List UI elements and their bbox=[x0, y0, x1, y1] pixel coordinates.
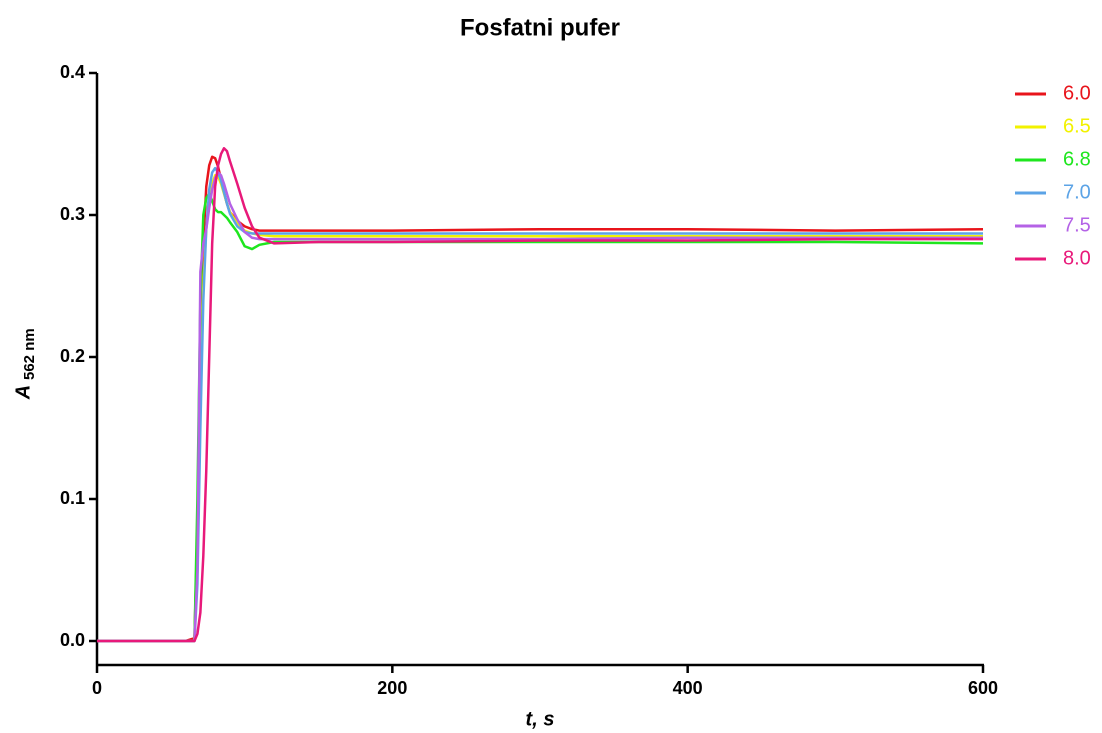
x-tick-label: 600 bbox=[968, 678, 998, 698]
x-tick-label: 400 bbox=[673, 678, 703, 698]
y-tick-label: 0.1 bbox=[60, 488, 85, 508]
y-label-main: A bbox=[12, 385, 34, 400]
y-tick-label: 0.3 bbox=[60, 204, 85, 224]
legend-label: 7.0 bbox=[1063, 181, 1091, 203]
y-axis-label: A 562 nm bbox=[12, 328, 38, 400]
legend-label: 6.0 bbox=[1063, 82, 1091, 104]
legend-label: 7.5 bbox=[1063, 214, 1091, 236]
series-line bbox=[97, 171, 983, 643]
y-tick-label: 0.4 bbox=[60, 62, 85, 82]
y-tick-label: 0.0 bbox=[60, 630, 85, 650]
y-tick-label: 0.2 bbox=[60, 346, 85, 366]
series-line bbox=[97, 166, 983, 643]
series-line bbox=[97, 147, 983, 643]
series-line bbox=[97, 155, 984, 643]
x-axis-label: t, s bbox=[526, 708, 555, 730]
series-line bbox=[97, 173, 983, 643]
y-label-subscript: 562 nm bbox=[21, 328, 38, 380]
legend-label: 8.0 bbox=[1063, 247, 1091, 269]
x-tick-label: 200 bbox=[377, 678, 407, 698]
series-line bbox=[97, 192, 984, 643]
chart-title: Fosfatni pufer bbox=[460, 14, 620, 41]
legend-label: 6.5 bbox=[1063, 115, 1091, 137]
legend-label: 6.8 bbox=[1063, 148, 1091, 170]
x-tick-label: 0 bbox=[92, 678, 102, 698]
